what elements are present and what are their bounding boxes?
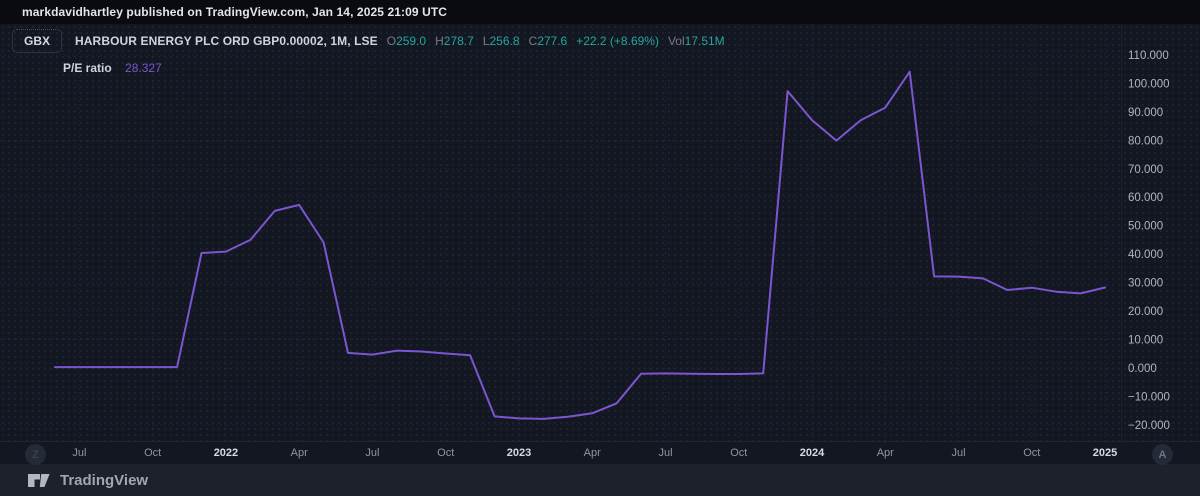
y-axis-label: 70.000 — [1128, 164, 1163, 176]
x-axis-label: 2025 — [1092, 447, 1118, 459]
x-axis-label: 2023 — [506, 447, 532, 459]
close-label: C — [528, 34, 538, 48]
timezone-button[interactable]: Z — [25, 444, 46, 465]
symbol-title: HARBOUR ENERGY PLC ORD GBP0.00002, 1M, L… — [75, 34, 378, 48]
price-chart[interactable]: 110.000 100.000 90.000 80.000 70.000 60.000 50… — [0, 24, 1200, 441]
high-value-pair: H278.7 — [435, 34, 474, 48]
open-value: 259.0 — [396, 34, 427, 48]
y-axis-label: 50.000 — [1128, 221, 1163, 233]
y-axis-label: 40.000 — [1128, 249, 1163, 261]
y-axis-label: 0.000 — [1128, 363, 1157, 375]
change-value: +22.2 (+8.69%) — [576, 34, 659, 48]
y-axis-label: 20.000 — [1128, 306, 1163, 318]
chart-pane[interactable]: 110.000 100.000 90.000 80.000 70.000 60.000 50… — [0, 24, 1200, 441]
open-value-pair: O259.0 — [387, 34, 426, 48]
x-axis-label: Jul — [951, 447, 966, 459]
auto-scale-button[interactable]: A — [1152, 444, 1173, 465]
volume-label: Vol — [667, 34, 685, 48]
x-axis-label: Jul — [658, 447, 673, 459]
low-value: 256.8 — [489, 34, 520, 48]
low-label: L — [482, 34, 490, 48]
y-axis-label: −10.000 — [1128, 391, 1170, 403]
y-axis-label: −20.000 — [1128, 420, 1170, 432]
y-axis-label: 80.000 — [1128, 135, 1163, 147]
close-value: 277.6 — [537, 34, 568, 48]
time-axis[interactable]: Z Jul Oct 2022 Apr Jul Oct 2023 Apr Jul Oct 2024 Ap… — [0, 441, 1200, 465]
y-axis-label: 10.000 — [1128, 335, 1163, 347]
y-axis-label: 100.000 — [1128, 78, 1170, 90]
footer-bar: TradingView — [0, 464, 1200, 496]
indicator-legend-row[interactable]: P/E ratio 28.327 — [63, 61, 162, 75]
high-label: H — [435, 34, 444, 48]
y-axis-label: 60.000 — [1128, 192, 1163, 204]
symbol-legend-row: GBX HARBOUR ENERGY PLC ORD GBP0.00002, 1… — [12, 28, 725, 54]
publish-bar: markdavidhartley published on TradingVie… — [0, 0, 1200, 24]
y-axis-label: 30.000 — [1128, 278, 1163, 290]
volume-pair: Vol17.51M — [668, 34, 725, 48]
high-value: 278.7 — [443, 34, 474, 48]
y-axis-label: 110.000 — [1128, 50, 1169, 62]
x-axis-label: Apr — [876, 447, 894, 459]
currency-unit-button[interactable]: GBX — [12, 29, 63, 53]
x-axis-label: Jul — [365, 447, 380, 459]
indicator-value: 28.327 — [125, 61, 162, 75]
x-axis-label: Oct — [144, 447, 162, 459]
low-value-pair: L256.8 — [483, 34, 520, 48]
tradingview-logo-icon[interactable] — [27, 472, 51, 488]
x-axis-label: Jul — [72, 447, 87, 459]
close-value-pair: C277.6 — [529, 34, 568, 48]
x-axis-label: Apr — [290, 447, 308, 459]
publish-text: markdavidhartley published on TradingVie… — [22, 5, 448, 19]
x-axis-label: 2022 — [213, 447, 239, 459]
open-label: O — [386, 34, 397, 48]
pe-ratio-line — [54, 70, 1107, 420]
x-axis-label: Oct — [437, 447, 455, 459]
x-axis-label: 2024 — [799, 447, 825, 459]
x-axis-label: Apr — [583, 447, 601, 459]
y-axis-label: 90.000 — [1128, 107, 1163, 119]
tradingview-brand[interactable]: TradingView — [60, 471, 149, 489]
x-axis-label: Oct — [1023, 447, 1041, 459]
indicator-name: P/E ratio — [63, 61, 112, 75]
x-axis-label: Oct — [730, 447, 748, 459]
volume-value: 17.51M — [684, 34, 725, 48]
